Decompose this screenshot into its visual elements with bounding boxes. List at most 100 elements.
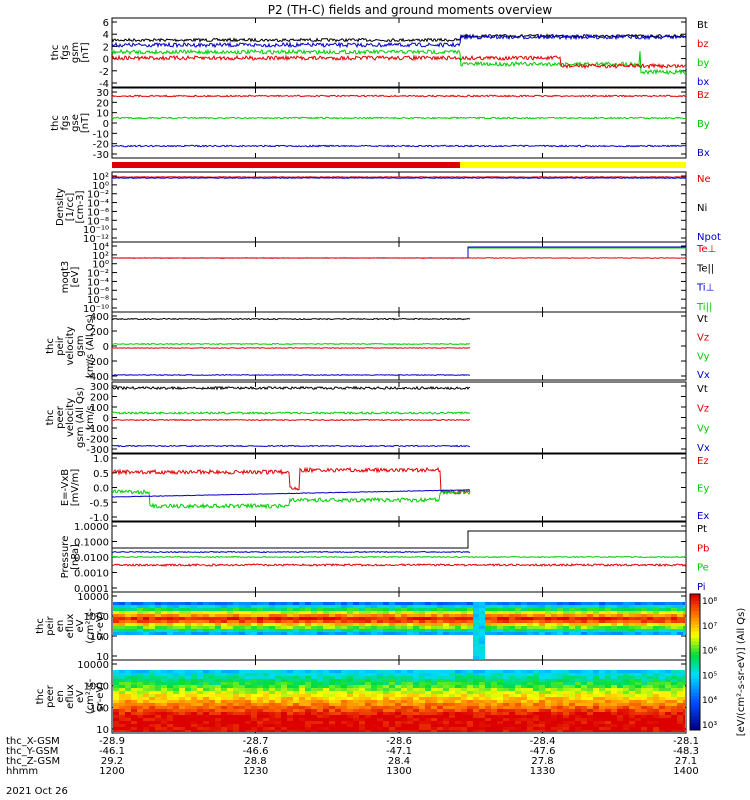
spectro-cell [383,682,389,685]
spectro-cell [431,685,437,688]
spectro-cell [575,730,581,732]
spectro-cell [173,670,179,673]
spectro-cell [149,614,155,617]
spectro-cell [575,611,581,614]
spectro-cell [539,691,545,694]
spectro-cell [323,623,329,626]
spectro-cell [131,685,137,688]
spectro-cell [647,730,653,732]
spectro-cell [281,715,287,718]
spectro-cell [425,620,431,623]
spectro-cell [443,721,449,724]
spectro-cell [365,712,371,715]
y-tick-label: 4 [103,30,109,41]
spectro-cell [455,706,461,709]
spectro-cell [437,608,443,611]
spectro-cell [389,617,395,620]
spectro-cell [395,670,401,673]
x-axis-value: 27.8 [531,756,553,767]
spectro-cell [605,703,611,706]
spectro-cell [239,608,245,611]
spectro-cell [143,730,149,732]
y-axis-label-line: eflux [65,614,76,639]
spectro-cell [179,706,185,709]
spectro-cell [125,602,131,605]
spectro-cell [491,608,497,611]
spectro-cell [575,688,581,691]
spectro-cell [137,709,143,712]
spectro-cell [635,715,641,718]
spectro-cell [683,697,685,700]
colorbar-frame [689,593,701,731]
spectro-cell [665,697,671,700]
spectro-cell [395,697,401,700]
spectro-cell [185,700,191,703]
spectro-cell [155,694,161,697]
spectro-cell [347,617,353,620]
spectro-cell [227,676,233,679]
spectro-cell [473,650,479,653]
spectro-cell [167,629,173,632]
spectro-cell [521,632,527,635]
spectro-cell [413,623,419,626]
spectro-cell [263,632,269,635]
colorbar-cell [690,628,700,632]
spectro-cell [131,614,137,617]
spectro-cell [545,611,551,614]
spectro-cell [191,679,197,682]
spectro-cell [269,730,275,732]
panel-density: 10²10⁰10⁻²10⁻⁴10⁻⁶10⁻⁸10⁻¹⁰10⁻¹²Density[… [55,171,721,245]
spectro-cell [119,602,125,605]
pt-trace [112,530,686,549]
spectro-cell [197,706,203,709]
spectro-cell [383,617,389,620]
spectro-cell [629,673,635,676]
spectro-cell [305,721,311,724]
spectro-cell [557,670,563,673]
spectro-cell [521,721,527,724]
spectro-cell [413,718,419,721]
spectro-cell [461,706,467,709]
spectro-cell [677,727,683,730]
spectro-cell [317,718,323,721]
y-tick-label: -30 [93,150,109,161]
spectro-cell [551,608,557,611]
spectro-cell [143,617,149,620]
spectro-cell [203,605,209,608]
spectro-cell [611,712,617,715]
spectro-cell [563,632,569,635]
spectro-cell [611,673,617,676]
spectro-cell [611,611,617,614]
spectro-cell [395,623,401,626]
spectro-cell [545,629,551,632]
spectro-cell [287,688,293,691]
spectro-cell [305,718,311,721]
spectro-cell [167,727,173,730]
spectro-cell [533,626,539,629]
spectro-cell [629,703,635,706]
spectro-cell [335,691,341,694]
spectro-cell [365,694,371,697]
spectro-cell [503,688,509,691]
spectro-cell [671,724,677,727]
spectro-cell [221,700,227,703]
spectro-cell [203,626,209,629]
spectro-cell [275,706,281,709]
spectro-cell [269,709,275,712]
colorbar-label: [eV/(cm²-s-sr-eV)] (All Qs) [736,608,747,737]
spectro-cell [335,685,341,688]
spectro-cell [653,727,659,730]
spectro-cell [413,694,419,697]
spectro-cell [179,608,185,611]
spectro-cell [539,673,545,676]
spectro-cell [455,614,461,617]
spectro-cell [221,617,227,620]
spectro-cell [191,718,197,721]
spectro-cell [593,626,599,629]
spectro-cell [497,673,503,676]
spectro-cell [155,679,161,682]
y-axis-label-line: velocity [65,326,76,365]
spectro-cell [395,688,401,691]
spectro-cell [431,629,437,632]
spectro-cell [575,685,581,688]
